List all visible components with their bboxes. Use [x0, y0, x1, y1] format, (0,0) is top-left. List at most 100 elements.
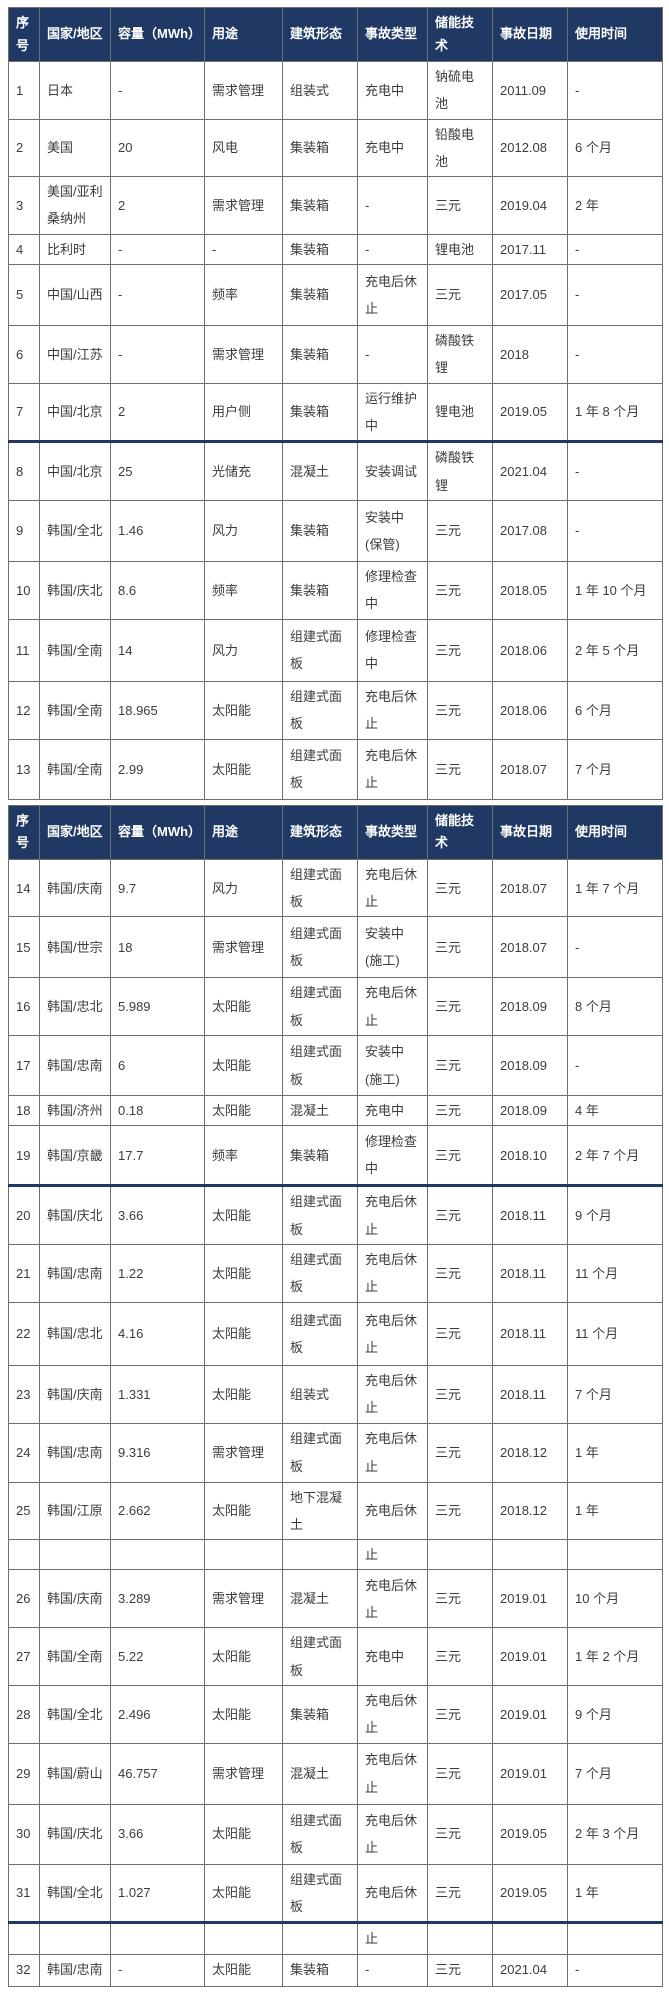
table-cell: 组建式面板: [282, 738, 358, 800]
table-cell: 三元: [427, 1364, 493, 1424]
table-row: 17 韩国/忠南 6 太阳能 组建式面板 安装中(施工) 三元 2018.09-: [8, 1035, 663, 1097]
table-cell: 6 个月: [567, 118, 663, 178]
table-cell: 11 个月: [567, 1243, 663, 1303]
table-cell: 0.18: [110, 1095, 205, 1127]
table-cell: 3.66: [110, 1185, 205, 1245]
accident-table: 序号 国家/地区 容量（MWh） 用途 建筑形态 事故类型 储能技术 事故日期 使用时间 14 韩国…: [8, 804, 663, 1987]
table-cell: 韩国/全南: [39, 618, 111, 682]
table-cell: -: [110, 1953, 205, 1987]
table-cell: 比利时: [39, 233, 111, 266]
table-cell: 三元: [427, 1627, 493, 1687]
table-cell: 2018.11: [492, 1243, 568, 1303]
table-row: 13 韩国/全南 2.99 太阳能 组建式面板 充电后休止 三元 2018.07 7 个月: [8, 738, 663, 800]
table-cell: 韩国/世宗: [39, 916, 111, 979]
table-cell: 17.7: [110, 1125, 205, 1188]
table-row: 21 韩国/忠南 1.22 太阳能 组建式面板 充电后休止 三元 2018.11 11 个月: [8, 1243, 663, 1303]
table-cell: 充电中: [357, 61, 428, 120]
table-cell: 27: [8, 1627, 40, 1687]
column-header: 用途: [204, 804, 283, 860]
table-cell: 9.316: [110, 1422, 205, 1483]
table-part-2: 序号 国家/地区 容量（MWh） 用途 建筑形态 事故类型 储能技术 事故日期 使用时间 14 韩国…: [8, 804, 663, 1987]
table-row: 19 韩国/京畿 17.7 频率 集装箱 修理检查中 三元 2018.10 2 年 7 个月: [8, 1125, 663, 1188]
table-cell: 2018.07: [492, 858, 568, 918]
table-row: 29 韩国/蔚山 46.757 需求管理 混凝土 充电后休止 三元 2019.01 7 个月: [8, 1742, 663, 1805]
table-cell: 安装中(施工): [357, 916, 428, 979]
table-cell: -: [357, 325, 428, 384]
table-cell: 三元: [427, 1422, 493, 1483]
table-cell: 2018.09: [492, 1035, 568, 1097]
table-cell: 1.331: [110, 1364, 205, 1424]
table-cell: 韩国/庆南: [39, 858, 111, 918]
table-cell: 2018.10: [492, 1125, 568, 1188]
table-cell: 集装箱: [282, 233, 358, 266]
table-cell: 20: [8, 1185, 40, 1245]
table-cell: 混凝土: [282, 1742, 358, 1805]
table-cell: 太阳能: [204, 1185, 283, 1245]
table-cell: 美国/亚利桑纳州: [39, 176, 111, 235]
table-row: 30 韩国/庆北 3.66 太阳能 组建式面板 充电后休止 三元 2019.05 2 年 3 个…: [8, 1803, 663, 1865]
table-cell: 1 年: [567, 1481, 663, 1541]
table-cell: 三元: [427, 680, 493, 740]
table-cell: 18: [8, 1095, 40, 1127]
table-cell: -: [357, 1953, 428, 1987]
table-cell: 14: [8, 858, 40, 918]
table-cell: 23: [8, 1364, 40, 1424]
table-cell: 充电后休止: [357, 1742, 428, 1805]
column-header: 序号: [8, 804, 40, 860]
table-cell: 3.289: [110, 1569, 205, 1629]
table-cell: 韩国/忠北: [39, 1301, 111, 1366]
table-cell: 充电后休止: [357, 738, 428, 800]
column-header: 容量（MWh）: [110, 804, 205, 860]
table-cell: 三元: [427, 1569, 493, 1629]
table-cell: 2019.01: [492, 1627, 568, 1687]
table-cell: 韩国/忠南: [39, 1953, 111, 1987]
table-cell: 充电中: [357, 1095, 428, 1127]
table-cell: 1 年 7 个月: [567, 858, 663, 918]
table-cell: 韩国/全北: [39, 499, 111, 562]
table-cell: 用户侧: [204, 382, 283, 444]
table-cell: 中国/北京: [39, 441, 111, 501]
table-cell: 6: [110, 1035, 205, 1097]
table-row: 7 中国/北京 2 用户侧 集装箱 运行维护中 锂电池 2019.05 1 年 8 个月: [8, 382, 663, 444]
table-row: 2 美国 20 风电 集装箱 充电中 铅酸电池 2012.08 6 个月: [8, 118, 663, 178]
table-cell: 韩国/庆北: [39, 1803, 111, 1865]
table-cell: 三元: [427, 1685, 493, 1744]
column-header: 建筑形态: [282, 804, 358, 860]
table-row: 32 韩国/忠南 - 太阳能 集装箱 - 三元 2021.04-: [8, 1953, 663, 1987]
table-cell: 充电后休止: [357, 1243, 428, 1303]
table-cell: 需求管理: [204, 1422, 283, 1483]
table-cell: 组建式面板: [282, 916, 358, 979]
table-cell: 2 年 7 个月: [567, 1125, 663, 1188]
table-cell: [8, 1922, 40, 1955]
table-cell: 32: [8, 1953, 40, 1987]
table-cell: -: [567, 325, 663, 384]
table-cell: 2019.04: [492, 176, 568, 235]
table-cell: 2012.08: [492, 118, 568, 178]
table-cell: 3: [8, 176, 40, 235]
table-cell: 24: [8, 1422, 40, 1483]
table-cell: 中国/江苏: [39, 325, 111, 384]
table-cell: 太阳能: [204, 1685, 283, 1744]
table-cell: 26: [8, 1569, 40, 1629]
table-cell: 1.46: [110, 499, 205, 562]
table-cell: 修理检查中: [357, 1125, 428, 1188]
table-cell: 6: [8, 325, 40, 384]
table-cell: -: [204, 233, 283, 266]
table-cell: 9: [8, 499, 40, 562]
table-cell: 地下混凝土: [282, 1481, 358, 1541]
table-cell: [39, 1922, 111, 1955]
table-cell: 中国/山西: [39, 264, 111, 327]
header-row: 序号 国家/地区 容量（MWh） 用途 建筑形态 事故类型 储能技术 事故日期 使用时间: [8, 7, 663, 62]
table-cell: 28: [8, 1685, 40, 1744]
table-cell: 三元: [427, 1481, 493, 1541]
table-cell: 4: [8, 233, 40, 266]
table-cell: 充电后休止: [357, 1803, 428, 1865]
table-cell: 三元: [427, 977, 493, 1037]
table-cell: 组建式面板: [282, 1422, 358, 1483]
table-cell: 太阳能: [204, 1481, 283, 1541]
table-cell: 组建式面板: [282, 1185, 358, 1245]
table-cell: 太阳能: [204, 1301, 283, 1366]
table-cell: 1: [8, 61, 40, 120]
table-cell: 1 年: [567, 1863, 663, 1925]
table-cell: 韩国/庆北: [39, 1185, 111, 1245]
